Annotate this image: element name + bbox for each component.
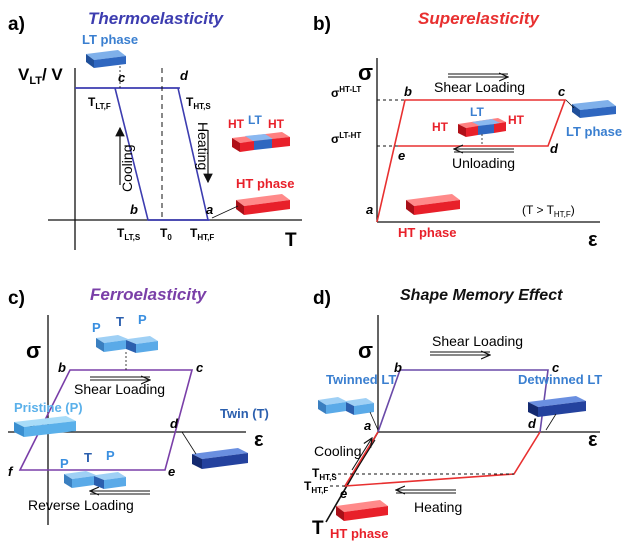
panel-a-point-d: d [180,68,189,83]
panel-d-twinned-block [318,397,374,415]
panel-a-t-lts: TLT,S [117,226,141,242]
panel-b-sigma-ht-lt: σHT-LT [331,85,361,100]
panel-d-title: Shape Memory Effect [400,287,563,304]
panel-a-letter: a) [8,14,25,35]
panel-b-ht-block [406,194,460,215]
panel-d-t-htf: THT,F [304,479,328,495]
panel-b-ht-phase-label: HT phase [398,225,457,240]
panel-b-unloading-label: Unloading [452,155,515,171]
panel-d-point-e: e [340,486,347,501]
panel-a-t0: T0 [160,226,172,242]
panel-d: d) Shape Memory Effect σ ε T b c a d e S… [304,287,602,541]
panel-b-mixed-block [458,118,506,137]
panel-c-point-b: b [58,360,66,375]
panel-a-lt-phase-label: LT phase [82,32,138,47]
panel-a-t-ltf: TLT,F [88,95,111,111]
panel-b-x-label: ε [588,229,598,251]
panel-d-letter: d) [313,288,331,309]
panel-d-cooling-arrow [351,438,372,471]
panel-d-y-label: σ [358,338,373,363]
panel-d-recovery-path [343,431,541,487]
panel-a-point-a: a [206,202,213,217]
panel-c-pristine-block [14,416,76,437]
panel-c-twin-label: Twin (T) [220,406,269,421]
panel-a-t-htf: THT,F [190,226,214,242]
panel-b-point-d: d [550,141,559,156]
panel-b-point-e: e [398,148,405,163]
panel-b-y-label: σ [358,60,373,85]
panel-a-cooling-label: Cooling [119,145,135,192]
panel-d-detwinned-block [528,396,586,417]
panel-b: b) Superelasticity σ ε σHT-LT σLT-HT b c… [313,9,622,251]
panel-a: a) Thermoelasticity VLT/ V T c d b a TLT… [8,9,302,251]
panel-d-point-d: d [528,416,537,431]
panel-b-point-b: b [404,84,412,99]
panel-b-letter: b) [313,14,331,35]
panel-c-point-f: f [8,464,14,479]
panel-a-point-b: b [130,202,138,217]
panel-c-point-e: e [168,464,175,479]
panel-c-twin-block [192,448,248,469]
panel-a-y-label: VLT/ V [18,65,63,87]
panel-b-point-a: a [366,202,373,217]
panel-c-bottom-p1: P [60,456,69,471]
panel-b-sigma-lt-ht: σLT-HT [331,131,361,146]
panel-d-detwinned-label: Detwinned LT [518,372,602,387]
panel-b-lt-phase-label: LT phase [566,124,622,139]
panel-b-ht-right: HT [508,113,525,127]
panel-c: c) Ferroelasticity σ ε b c a d f e Shear… [8,285,269,525]
panel-c-pristine-label: Pristine (P) [14,400,83,415]
panel-a-ht-block [236,194,290,215]
panel-c-top-t: T [116,314,124,329]
panel-b-shear-label: Shear Loading [434,79,525,95]
panel-c-point-c: c [196,360,204,375]
panel-c-bottom-t: T [84,450,92,465]
panel-b-ht-left: HT [432,120,449,134]
panel-a-point-c: c [118,70,126,85]
panel-b-lt-block [572,100,616,118]
panel-a-t-hts: THT,S [186,95,211,111]
panel-c-top-p2: P [138,312,147,327]
panel-a-lt-mid: LT [248,113,262,127]
panel-a-lt-block [86,50,126,68]
panel-d-ht-phase-label: HT phase [330,526,389,541]
panel-a-ht-left: HT [228,117,245,131]
panel-d-shear-label: Shear Loading [432,333,523,349]
panel-d-point-b: b [394,360,402,375]
panel-a-heating-label: Heating [195,122,211,170]
panel-a-ht-right: HT [268,117,285,131]
panel-b-title: Superelasticity [418,9,540,28]
panel-b-lt-mid: LT [470,105,484,119]
panel-c-top-block [96,335,158,353]
panel-b-condition: (T > THT,F) [522,203,575,219]
panel-d-t-label: T [312,518,324,539]
panel-d-cooling-label: Cooling [314,443,361,459]
panel-c-y-label: σ [26,338,41,363]
panel-c-bottom-block [64,471,126,489]
panel-c-title: Ferroelasticity [90,285,208,304]
panel-b-point-c: c [558,84,566,99]
panel-d-x-label: ε [588,429,598,451]
panel-d-point-a: a [364,418,371,433]
panel-a-title: Thermoelasticity [88,9,225,28]
panel-d-t-hts: THT,S [312,466,337,482]
panel-c-letter: c) [8,288,25,309]
panel-c-x-label: ε [254,429,264,451]
panel-a-mixed-block [232,132,290,152]
panel-b-loop [376,99,567,223]
panel-a-x-label: T [285,230,297,251]
panel-c-top-p1: P [92,320,101,335]
panel-d-twinned-label: Twinned LT [326,372,396,387]
panel-d-heating-label: Heating [414,499,462,515]
panel-d-ht-block [336,500,388,521]
panel-c-shear-label: Shear Loading [74,381,165,397]
panel-c-loop [18,369,194,471]
panel-a-ht-phase-label: HT phase [236,176,295,191]
panel-d-point-c: c [552,360,560,375]
panel-c-point-d: d [170,416,179,431]
panel-c-bottom-p2: P [106,448,115,463]
panel-c-reverse-label: Reverse Loading [28,497,134,513]
